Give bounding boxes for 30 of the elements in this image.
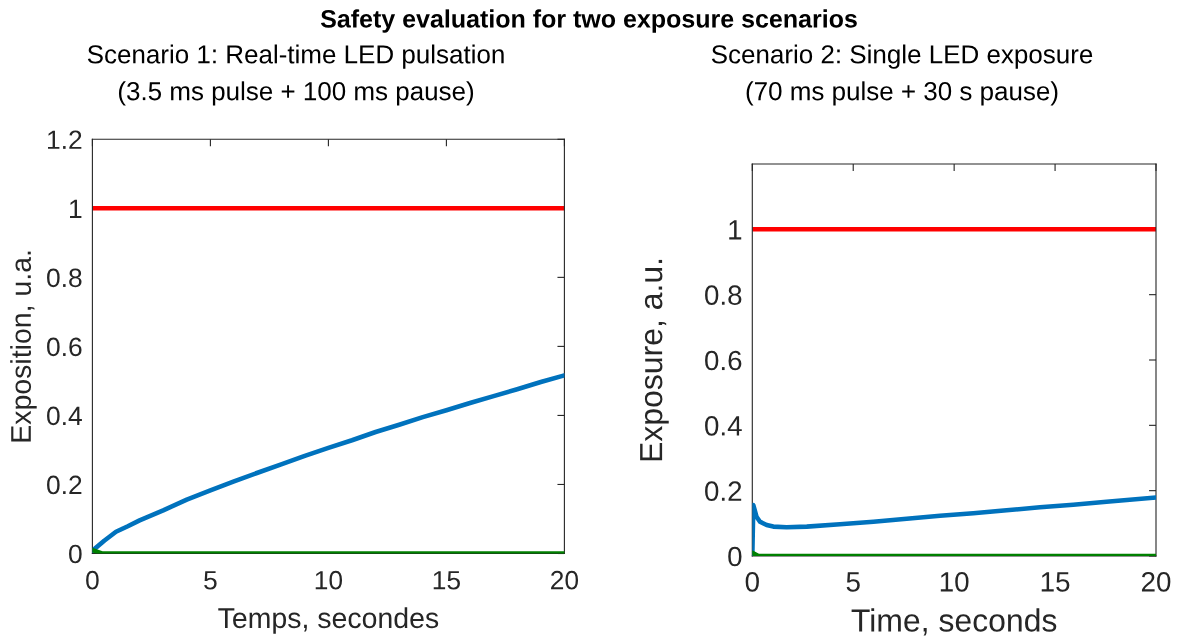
y-tick-label: 0.4 xyxy=(47,406,82,426)
y-tick-label: 1 xyxy=(70,199,82,218)
y-axis-title: Exposition, u.a. xyxy=(10,251,37,442)
x-tick-label: 0 xyxy=(86,570,99,590)
x-tick-label: 15 xyxy=(1041,572,1070,592)
y-tick-label: 0.8 xyxy=(47,268,82,288)
x-tick-label: 10 xyxy=(315,570,343,590)
y-tick-label: 0.2 xyxy=(47,475,82,495)
y-tick-label: 1.2 xyxy=(48,130,82,149)
chart-title: Safety evaluation for two exposure scenarios xyxy=(320,9,857,33)
y-tick-label: 0.6 xyxy=(705,350,742,371)
y-tick-label: 1 xyxy=(729,220,742,240)
x-tick-label: 0 xyxy=(745,572,759,592)
x-tick-label: 15 xyxy=(433,571,460,590)
x-tick-label: 5 xyxy=(204,571,217,590)
y-tick-label: 0.6 xyxy=(47,337,82,357)
x-tick-label: 20 xyxy=(1141,572,1171,592)
y-axis-title: Exposure, a.u. xyxy=(640,259,669,461)
y-tick-label: 0.4 xyxy=(705,416,742,436)
chart-subtitle: Scenario 2: Single LED exposure (70 ms pulse + 30 s pause) xyxy=(711,44,1093,106)
x-axis-title: Time, seconds xyxy=(851,608,1057,636)
y-tick-label: 0.8 xyxy=(705,285,742,306)
x-tick-label: 20 xyxy=(551,570,579,590)
y-tick-label: 0.2 xyxy=(705,481,742,502)
chart-subtitle: Scenario 1: Real-time LED pulsation (3.5 ms pulse + 100 ms pause) xyxy=(87,44,504,106)
x-tick-label: 5 xyxy=(846,572,860,592)
y-tick-label: 0 xyxy=(69,544,82,564)
x-axis-title: Temps, secondes xyxy=(218,607,439,634)
x-tick-label: 10 xyxy=(940,572,969,592)
y-tick-label: 0 xyxy=(728,546,742,567)
